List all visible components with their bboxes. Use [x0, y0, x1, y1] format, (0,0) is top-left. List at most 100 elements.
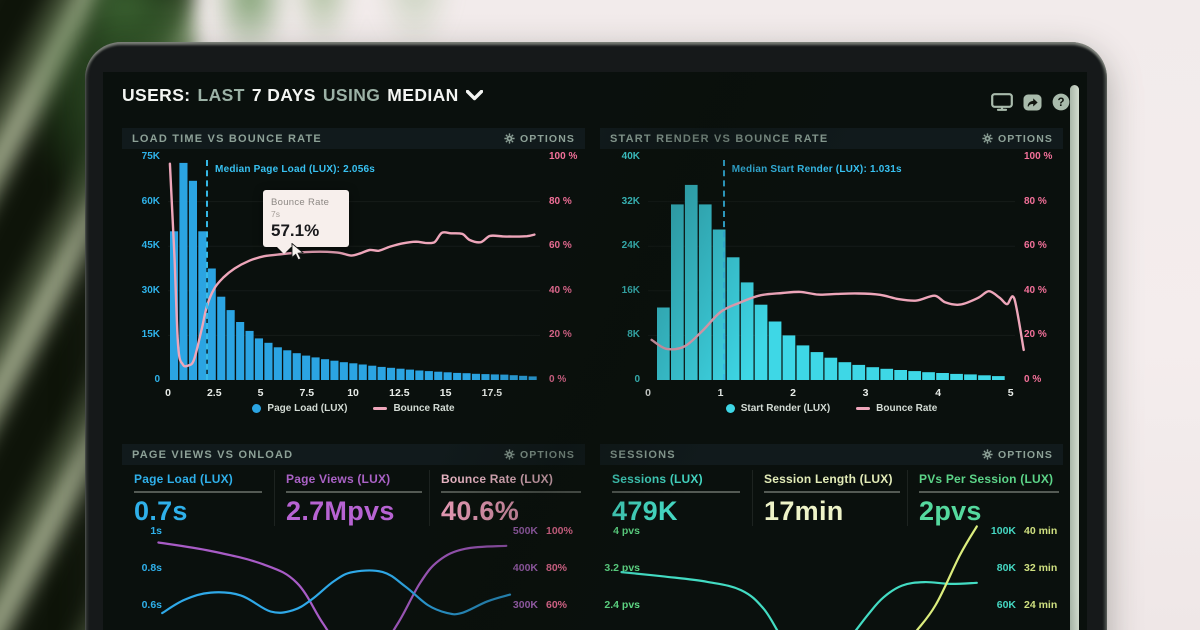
- histogram-bar[interactable]: [236, 322, 245, 380]
- histogram-bar[interactable]: [311, 357, 320, 380]
- histogram-bar[interactable]: [462, 373, 471, 380]
- histogram-bar[interactable]: [321, 359, 330, 380]
- options-button[interactable]: OPTIONS: [982, 449, 1053, 461]
- histogram-bar[interactable]: [992, 376, 1005, 380]
- histogram-bar[interactable]: [254, 338, 263, 380]
- histogram-bar[interactable]: [188, 180, 197, 380]
- histogram-bar[interactable]: [880, 368, 894, 380]
- mini-series-line[interactable]: [161, 569, 512, 616]
- histogram-bar[interactable]: [198, 231, 207, 380]
- histogram-bar[interactable]: [866, 367, 880, 380]
- help-icon[interactable]: ?: [1052, 93, 1070, 111]
- histogram-bar[interactable]: [471, 373, 480, 380]
- histogram-bar[interactable]: [339, 362, 348, 380]
- legend-item[interactable]: Page Load (LUX): [252, 403, 347, 414]
- options-button[interactable]: OPTIONS: [504, 133, 575, 145]
- histogram-bar[interactable]: [434, 371, 443, 380]
- histogram-bar[interactable]: [908, 371, 921, 380]
- histogram-bar[interactable]: [170, 231, 179, 380]
- scrollbar[interactable]: [1070, 85, 1079, 630]
- histogram-bar[interactable]: [368, 365, 377, 380]
- histogram-bar[interactable]: [405, 369, 414, 380]
- histogram-bar[interactable]: [950, 373, 963, 380]
- mini-plot[interactable]: [614, 524, 988, 630]
- histogram-bar[interactable]: [768, 321, 782, 381]
- histogram-bar[interactable]: [838, 362, 852, 380]
- users-period-dropdown[interactable]: USERS: LAST 7 DAYS USING MEDIAN: [122, 85, 483, 106]
- histogram-bar[interactable]: [283, 350, 292, 380]
- histogram-bar[interactable]: [657, 307, 670, 381]
- chart-plot[interactable]: [168, 157, 540, 380]
- histogram-bar[interactable]: [810, 352, 824, 380]
- histogram-bar[interactable]: [481, 374, 490, 380]
- histogram-bar[interactable]: [509, 375, 518, 380]
- histogram-bar[interactable]: [377, 366, 386, 380]
- histogram-bar[interactable]: [396, 368, 405, 380]
- mini-series-line[interactable]: [887, 525, 978, 630]
- histogram-bar[interactable]: [217, 296, 226, 380]
- legend-item[interactable]: Bounce Rate: [373, 403, 455, 414]
- legend-label: Page Load (LUX): [267, 403, 348, 414]
- legend-item[interactable]: Bounce Rate: [856, 403, 937, 414]
- x-axis-label: 1: [717, 387, 724, 399]
- laptop: USERS: LAST 7 DAYS USING MEDIAN ?: [85, 42, 1107, 630]
- y-axis-left-label: 40K: [621, 151, 640, 162]
- histogram-bar[interactable]: [207, 268, 216, 381]
- histogram-bar[interactable]: [424, 371, 433, 380]
- histogram-bar[interactable]: [443, 372, 452, 380]
- histogram-bar[interactable]: [330, 360, 339, 380]
- histogram-bar[interactable]: [245, 330, 254, 380]
- display-icon[interactable]: [991, 93, 1013, 111]
- histogram-bar[interactable]: [292, 353, 301, 380]
- histogram-bar[interactable]: [500, 374, 509, 380]
- histogram-bar[interactable]: [684, 184, 698, 380]
- histogram-bar[interactable]: [528, 376, 537, 380]
- histogram-bar[interactable]: [740, 282, 754, 380]
- chart-plot[interactable]: [648, 157, 1025, 381]
- histogram-bar[interactable]: [796, 345, 810, 380]
- share-icon[interactable]: [1023, 94, 1042, 111]
- histogram-bar[interactable]: [754, 304, 768, 380]
- mini-series-line[interactable]: [620, 571, 978, 630]
- bounce-rate-line[interactable]: [168, 162, 536, 368]
- page-views-mini-chart[interactable]: 1s 0.8s 0.6s 500K 400K 300K 100% 80% 60%: [122, 524, 585, 630]
- histogram-bar[interactable]: [179, 162, 188, 380]
- y-axis-left-label: 15K: [141, 329, 160, 341]
- histogram-bar[interactable]: [490, 374, 499, 380]
- histogram-bar[interactable]: [852, 364, 866, 380]
- y-axis-right-label: 40 %: [1024, 284, 1047, 296]
- histogram-bar[interactable]: [387, 367, 396, 380]
- histogram-bar[interactable]: [671, 204, 684, 380]
- histogram-bar[interactable]: [964, 374, 977, 380]
- histogram-bar[interactable]: [782, 335, 796, 380]
- tooltip-series: Bounce Rate: [271, 197, 330, 208]
- bounce-rate-line[interactable]: [650, 289, 1025, 352]
- legend-item[interactable]: Start Render (LUX): [725, 403, 830, 414]
- histogram-bar[interactable]: [349, 363, 358, 380]
- histogram-bar[interactable]: [519, 375, 528, 380]
- load-time-chart[interactable]: 75K 60K 45K 30K 15K 0 100 % 80 % 60 % 40 % 20 % 0 %…: [122, 128, 585, 432]
- histogram-bar[interactable]: [726, 257, 740, 380]
- y-axis-left-label: 60K: [141, 195, 160, 207]
- options-button[interactable]: OPTIONS: [504, 449, 575, 461]
- histogram-bar[interactable]: [894, 370, 907, 380]
- start-render-chart[interactable]: 40K 32K 24K 16K 8K 0 100 % 80 % 60 % 40 % 20 % 0 % 0…: [600, 128, 1063, 432]
- histogram-bar[interactable]: [712, 229, 726, 381]
- histogram-bar[interactable]: [264, 342, 273, 380]
- histogram-bar[interactable]: [824, 357, 838, 380]
- histogram-bar[interactable]: [698, 204, 712, 380]
- histogram-bar[interactable]: [273, 347, 282, 380]
- mini-series-line[interactable]: [157, 541, 508, 630]
- histogram-bar[interactable]: [302, 355, 311, 380]
- histogram-bar[interactable]: [226, 310, 235, 380]
- options-button[interactable]: OPTIONS: [982, 133, 1053, 145]
- histogram-bar[interactable]: [922, 372, 935, 380]
- histogram-bar[interactable]: [978, 375, 991, 380]
- mini-plot[interactable]: [136, 524, 512, 630]
- histogram-bar[interactable]: [358, 364, 367, 381]
- histogram-bar[interactable]: [453, 372, 462, 380]
- histogram-bar[interactable]: [936, 373, 949, 380]
- histogram-bar[interactable]: [415, 370, 424, 381]
- sessions-mini-chart[interactable]: 4 pvs 3.2 pvs 2.4 pvs 100K 80K 60K 40 min 32 mi…: [600, 524, 1063, 630]
